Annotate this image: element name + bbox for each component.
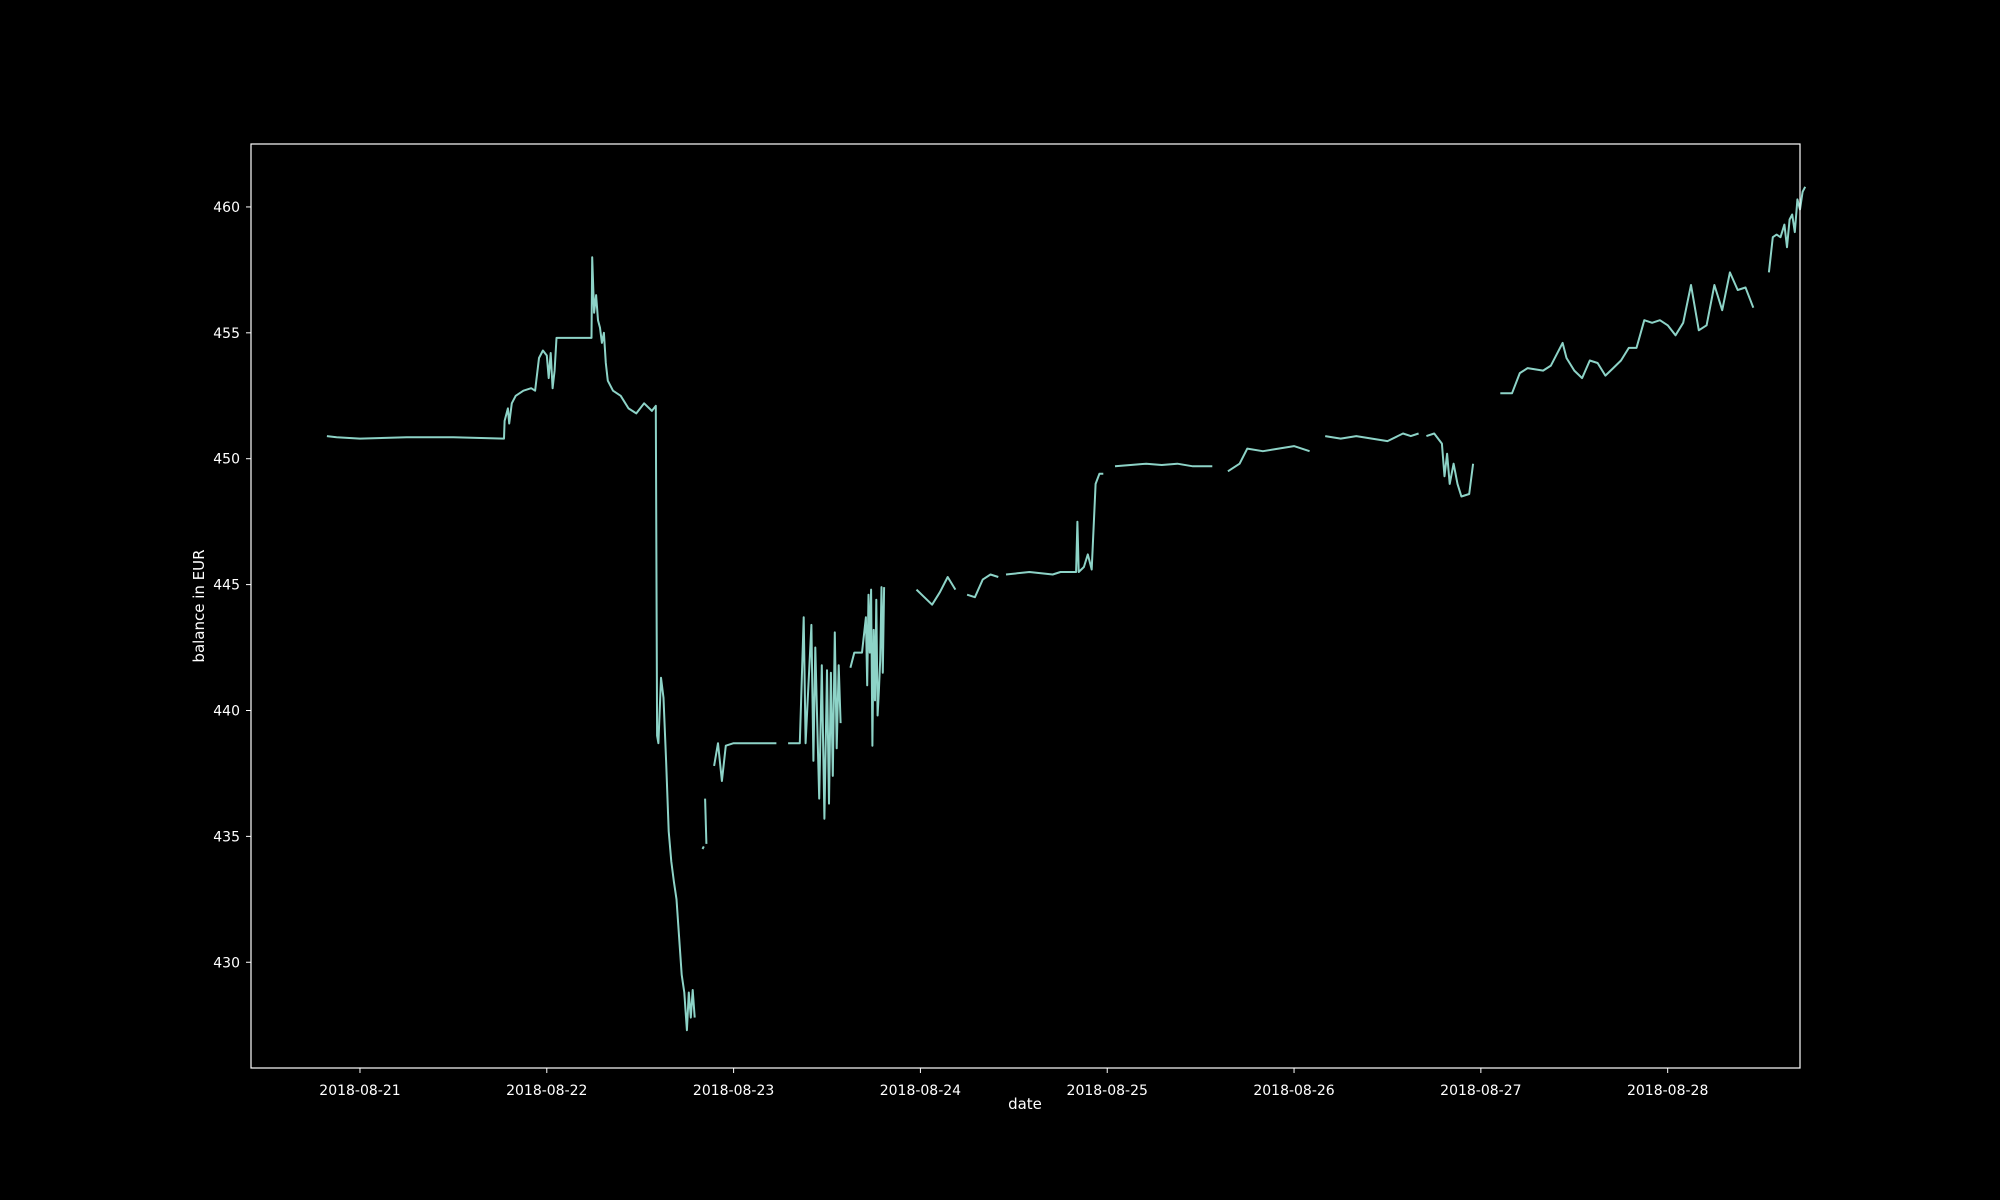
y-tick-label: 455 — [213, 326, 240, 342]
y-axis-label: balance in EUR — [190, 549, 208, 662]
series-line-segment — [1227, 445, 1310, 473]
x-tick-label: 2018-08-24 — [880, 1083, 961, 1099]
y-tick-label: 450 — [213, 452, 240, 468]
x-tick-label: 2018-08-21 — [319, 1083, 400, 1099]
series-line-segment — [1005, 472, 1104, 576]
x-tick-label: 2018-08-28 — [1627, 1083, 1708, 1099]
series-line-segment — [1114, 462, 1213, 468]
x-tick-label: 2018-08-23 — [693, 1083, 774, 1099]
series-line-segment — [788, 616, 842, 820]
series-line-segment — [1426, 432, 1475, 498]
y-tick-label: 430 — [213, 955, 240, 971]
x-tick-label: 2018-08-27 — [1440, 1083, 1521, 1099]
series-line-segment — [1325, 432, 1419, 443]
x-tick-label: 2018-08-25 — [1067, 1083, 1148, 1099]
x-axis-label: date — [1008, 1095, 1042, 1113]
series-line-segment — [915, 576, 957, 606]
x-tick-label: 2018-08-22 — [506, 1083, 587, 1099]
series-line-segment — [704, 798, 708, 844]
series-line-segment — [849, 586, 886, 747]
series-line-segment — [713, 742, 777, 782]
x-axis: 2018-08-21 2018-08-22 2018-08-23 2018-08-24… — [319, 1068, 1708, 1099]
series-line-segment — [326, 256, 696, 1032]
series-line-segment — [1500, 271, 1755, 395]
series-layer — [326, 186, 1807, 1032]
y-tick-label: 445 — [213, 578, 240, 594]
series-line-segment — [701, 845, 705, 850]
plot-area-frame — [250, 143, 1801, 1069]
y-tick-label: 460 — [213, 200, 240, 216]
x-tick-label: 2018-08-26 — [1253, 1083, 1334, 1099]
y-axis: 430 435 440 445 450 455 460 — [213, 200, 251, 971]
series-line-segment — [966, 573, 999, 599]
y-tick-label: 435 — [213, 829, 240, 845]
y-tick-label: 440 — [213, 703, 240, 719]
